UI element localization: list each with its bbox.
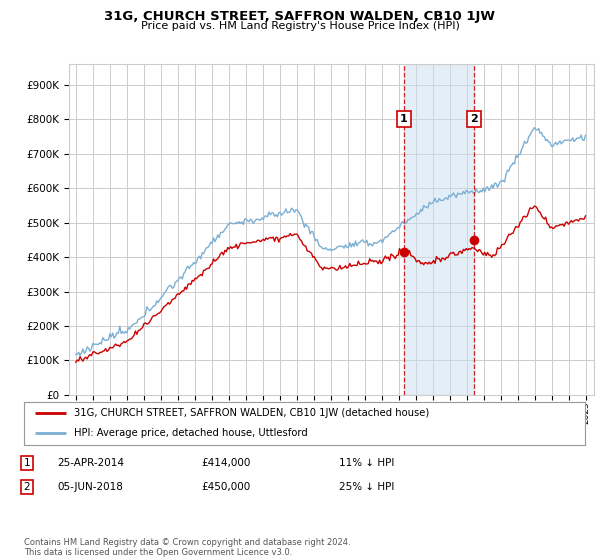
Text: 11% ↓ HPI: 11% ↓ HPI xyxy=(339,458,394,468)
Text: 2: 2 xyxy=(470,114,478,124)
Text: Contains HM Land Registry data © Crown copyright and database right 2024.
This d: Contains HM Land Registry data © Crown c… xyxy=(24,538,350,557)
Text: 31G, CHURCH STREET, SAFFRON WALDEN, CB10 1JW: 31G, CHURCH STREET, SAFFRON WALDEN, CB10… xyxy=(104,10,496,23)
Text: 25-APR-2014: 25-APR-2014 xyxy=(57,458,124,468)
Text: 1: 1 xyxy=(400,114,408,124)
Bar xyxy=(404,64,474,395)
Text: £450,000: £450,000 xyxy=(201,482,250,492)
Text: Price paid vs. HM Land Registry's House Price Index (HPI): Price paid vs. HM Land Registry's House … xyxy=(140,21,460,31)
Text: 05-JUN-2018: 05-JUN-2018 xyxy=(57,482,123,492)
Text: 2: 2 xyxy=(23,482,31,492)
Text: £414,000: £414,000 xyxy=(201,458,250,468)
Text: 25% ↓ HPI: 25% ↓ HPI xyxy=(339,482,394,492)
Text: 31G, CHURCH STREET, SAFFRON WALDEN, CB10 1JW (detached house): 31G, CHURCH STREET, SAFFRON WALDEN, CB10… xyxy=(74,408,430,418)
Text: HPI: Average price, detached house, Uttlesford: HPI: Average price, detached house, Uttl… xyxy=(74,428,308,438)
Text: 1: 1 xyxy=(23,458,31,468)
